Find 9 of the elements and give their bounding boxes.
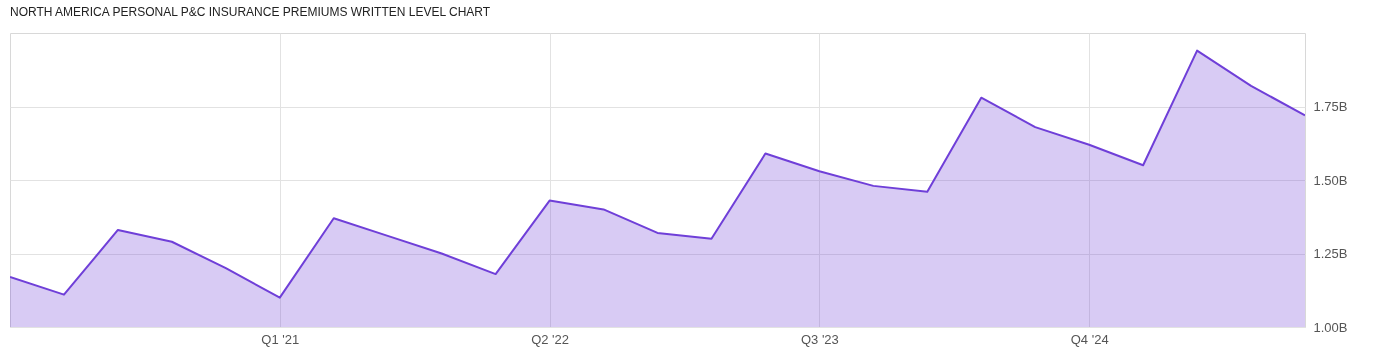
y-tick-label: 1.75B [1313, 99, 1348, 114]
x-tick-label: Q2 '22 [531, 331, 570, 347]
y-tick-label: 1.25B [1313, 246, 1348, 261]
x-tick-label: Q1 '21 [261, 331, 300, 347]
y-tick-label: 1.00B [1313, 319, 1348, 335]
y-tick-label: 1.50B [1313, 172, 1348, 188]
chart-title: NORTH AMERICA PERSONAL P&C INSURANCE PREMIUMS WRITTEN LEVEL CHART [10, 5, 491, 19]
x-tick-label: Q4 '24 [1070, 331, 1109, 347]
x-tick-label: Q3 '23 [800, 331, 839, 347]
